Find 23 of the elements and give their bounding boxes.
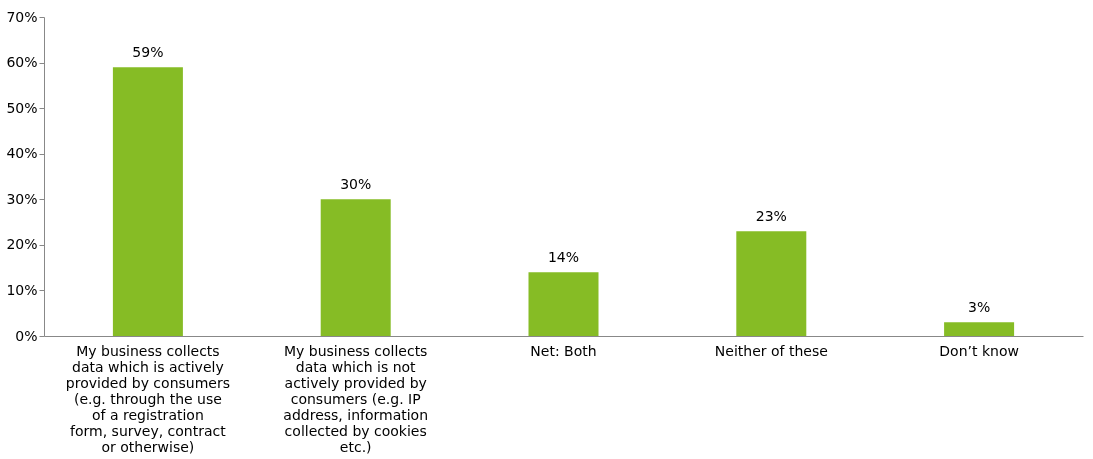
y-tick-label: 70% (6, 8, 38, 25)
y-tick-label: 30% (6, 190, 38, 207)
bar (944, 322, 1015, 336)
bar (112, 67, 183, 336)
data-label: 14% (547, 249, 580, 266)
bar (320, 199, 391, 336)
bar (736, 231, 807, 336)
x-tick-label: My business collects data which is not actively provided by consumers (e.g. IP address, information collected by cookies etc.) (283, 342, 429, 455)
x-tick-label: Net: Both (530, 342, 597, 359)
x-tick-label: Neither of these (714, 342, 828, 359)
y-tick-label: 50% (6, 99, 38, 116)
y-tick-label: 60% (6, 54, 38, 71)
y-tick-label: 20% (6, 236, 38, 253)
bar (528, 272, 599, 336)
data-label: 3% (967, 299, 991, 316)
data-label: 59% (132, 44, 164, 61)
x-tick-label: Don’t know (939, 342, 1019, 359)
y-tick-label: 0% (15, 327, 38, 344)
y-tick-label: 40% (6, 145, 38, 162)
data-label: 23% (755, 208, 787, 225)
data-label: 30% (340, 176, 372, 193)
y-tick-label: 10% (6, 281, 38, 298)
x-tick-label: My business collects data which is actively provided by consumers (e.g. through the use of a registration form, survey, contract or otherwise) (65, 342, 230, 455)
